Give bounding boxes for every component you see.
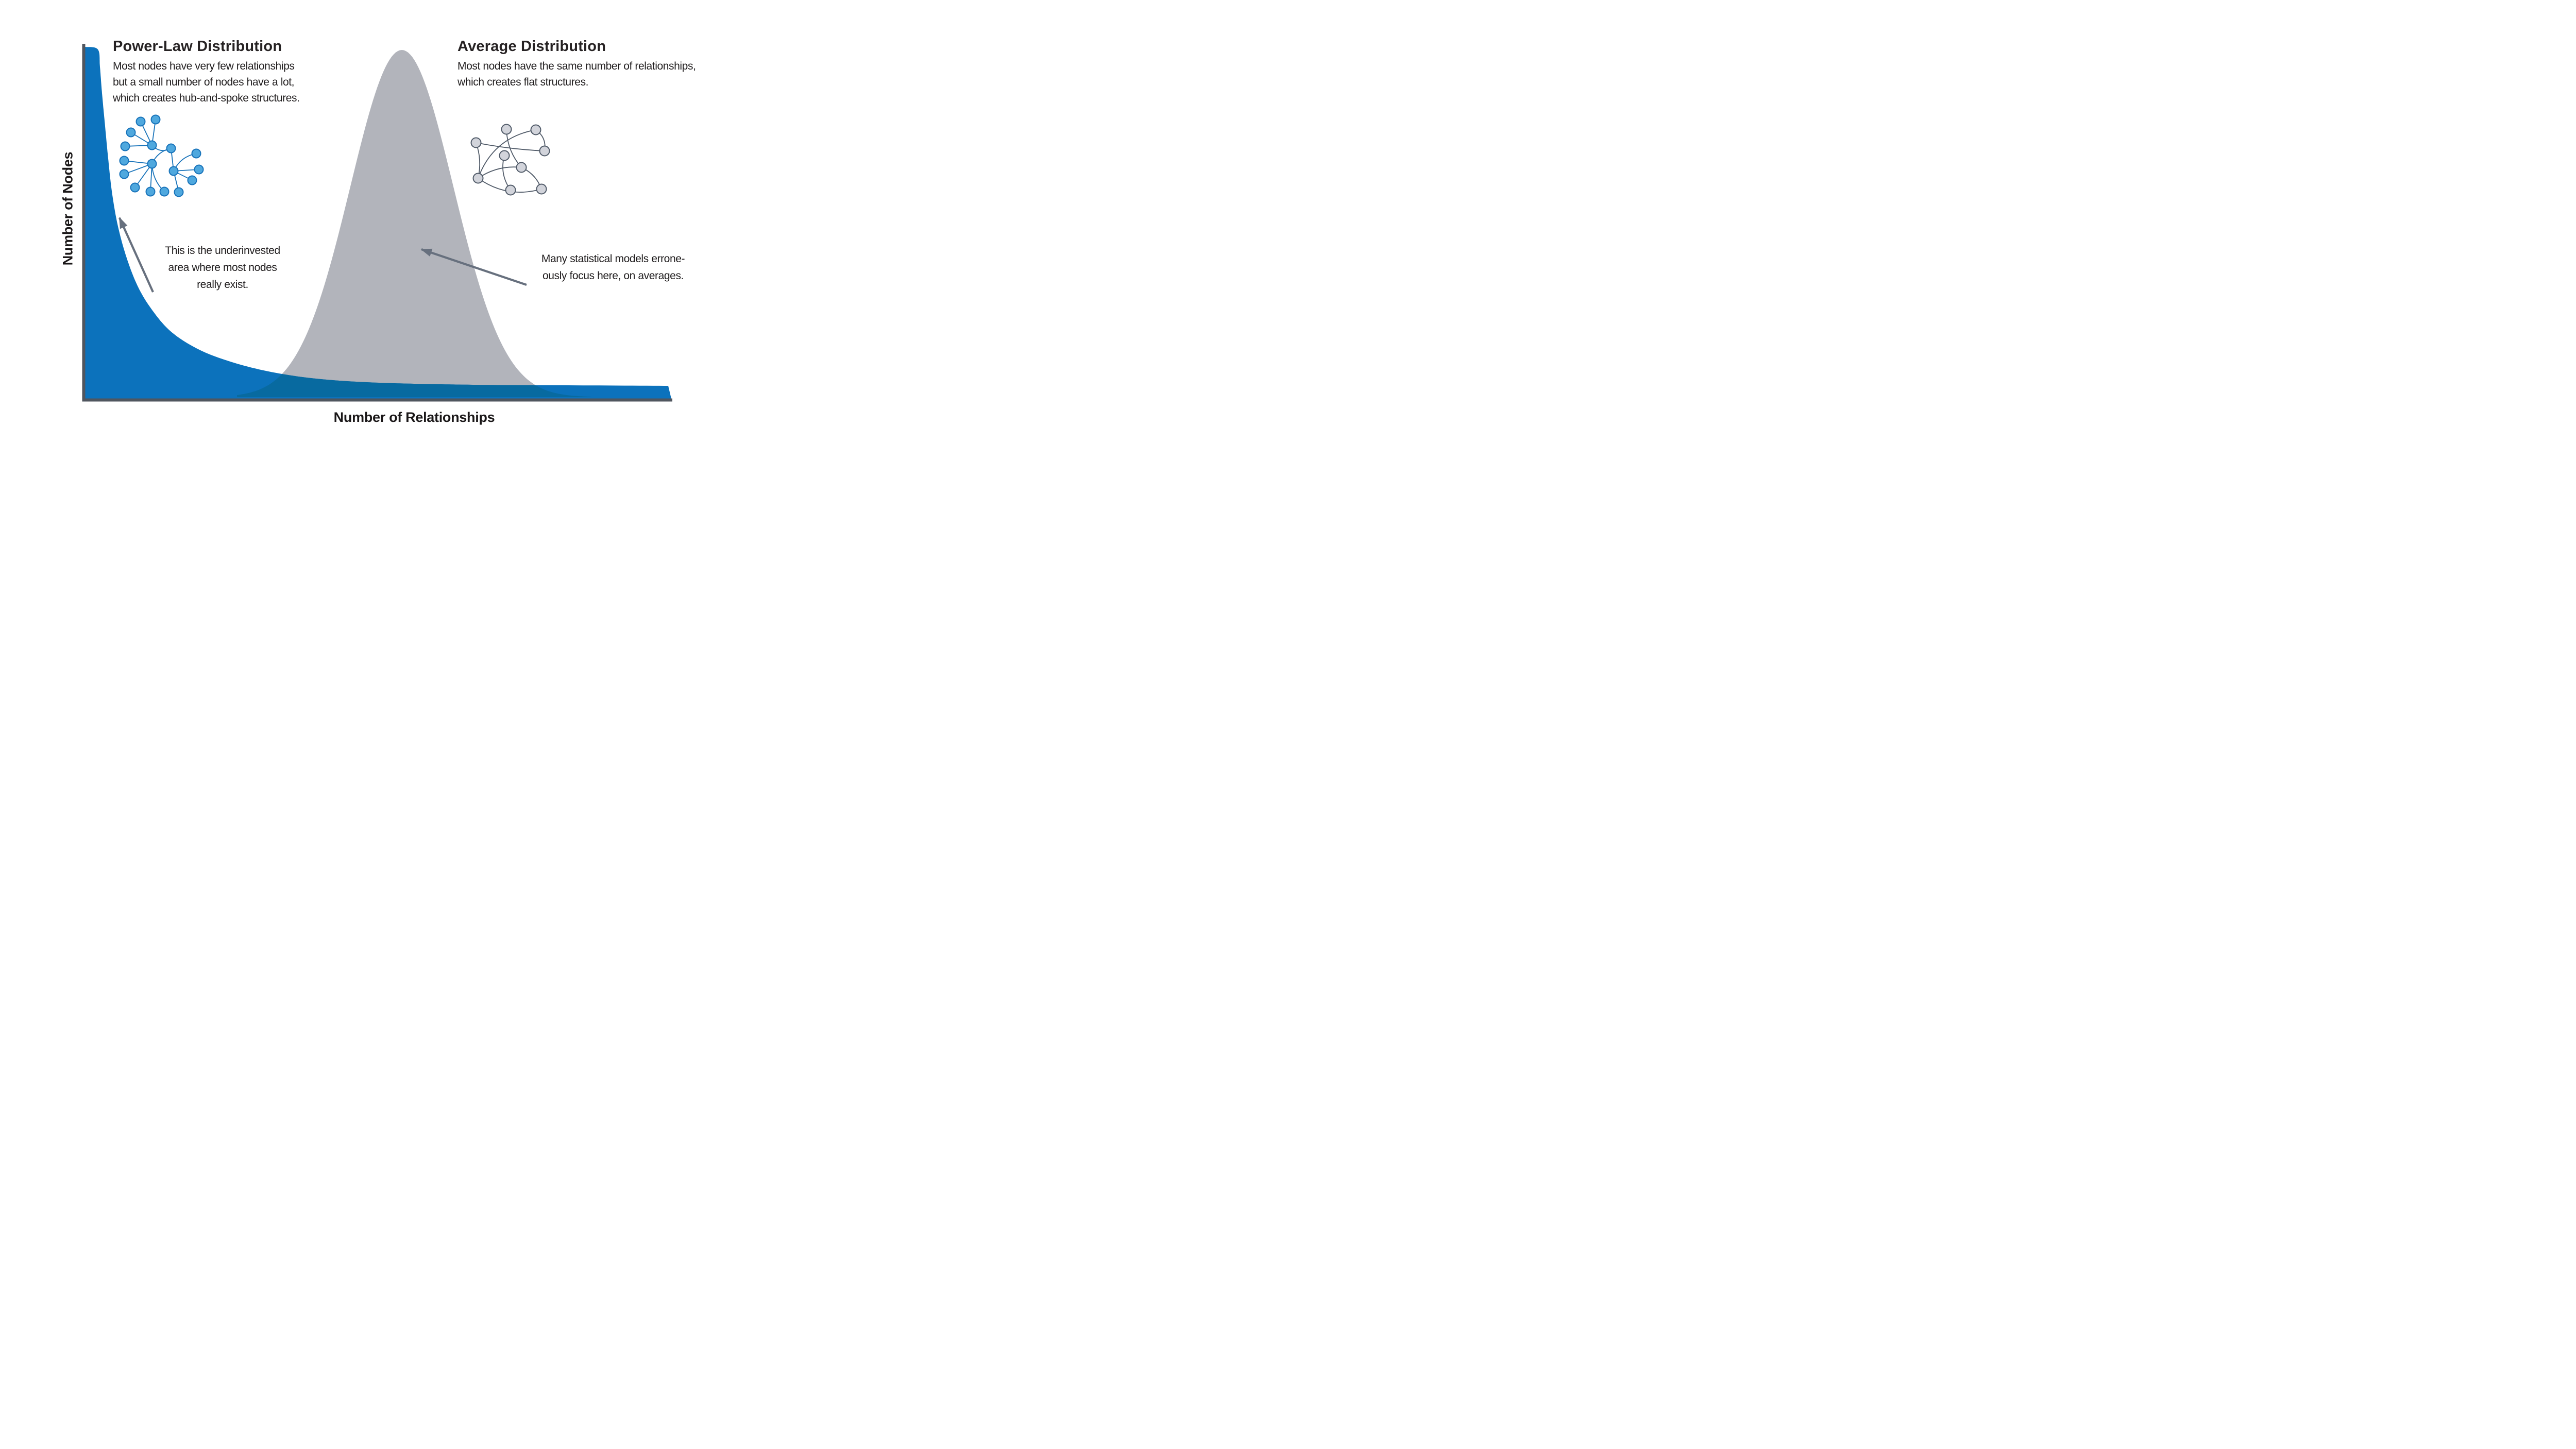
network-node — [168, 166, 179, 176]
flat-network-icon — [470, 124, 550, 196]
text-line: ously focus here, on averages. — [542, 270, 684, 282]
network-node — [191, 148, 201, 159]
y-axis-line — [82, 44, 86, 402]
network-node — [194, 164, 204, 175]
network-node — [130, 182, 140, 193]
text-line: Most nodes have very few relationships — [113, 60, 295, 72]
network-node — [530, 124, 541, 135]
network-node — [119, 156, 129, 166]
network-node — [166, 143, 176, 154]
y-axis-label: Number of Nodes — [60, 151, 76, 266]
average-distribution-area — [237, 50, 591, 397]
average-description: Most nodes have the same number of relat… — [457, 58, 696, 90]
power-law-title: Power-Law Distribution — [113, 38, 282, 55]
network-edge — [478, 166, 522, 179]
text-line: area where most nodes — [168, 262, 277, 274]
text-line: Many statistical models errone- — [541, 253, 685, 265]
network-node — [159, 186, 170, 197]
network-node — [499, 150, 510, 161]
x-axis-line — [82, 398, 672, 402]
x-axis-label: Number of Relationships — [333, 410, 495, 425]
network-node — [120, 141, 130, 151]
power-law-description: Most nodes have very few relationships b… — [113, 58, 300, 106]
network-node — [150, 114, 161, 125]
network-node — [147, 140, 157, 150]
underinvested-annotation: This is the underinvested area where mos… — [161, 242, 284, 293]
hub-and-spoke-network-icon — [119, 114, 204, 197]
network-node — [174, 187, 184, 197]
average-title: Average Distribution — [457, 38, 606, 55]
network-node — [536, 183, 547, 195]
network-node — [470, 137, 482, 148]
averages-annotation: Many statistical models errone- ously fo… — [532, 250, 694, 284]
network-edge — [478, 129, 536, 179]
network-node — [516, 162, 527, 173]
annotation-arrow-right — [420, 248, 527, 286]
network-node — [119, 169, 129, 179]
text-line: really exist. — [197, 279, 248, 291]
network-node — [539, 145, 550, 157]
power-law-area — [85, 47, 671, 399]
network-node — [147, 159, 157, 169]
overlap-area — [237, 374, 591, 397]
network-node — [145, 186, 156, 197]
text-line: which creates flat structures. — [457, 76, 589, 88]
network-node — [501, 124, 512, 135]
text-line: Most nodes have the same number of relat… — [457, 60, 696, 72]
network-node — [135, 116, 146, 127]
text-line: This is the underinvested — [165, 245, 280, 257]
text-line: but a small number of nodes have a lot, — [113, 76, 295, 88]
infographic-canvas: Power-Law Distribution Most nodes have v… — [0, 0, 789, 444]
network-node — [472, 173, 484, 184]
distribution-chart — [82, 44, 672, 402]
text-line: which creates hub-and-spoke structures. — [113, 92, 300, 104]
network-node — [187, 175, 197, 185]
network-node — [126, 127, 136, 138]
network-node — [505, 184, 516, 196]
annotation-arrow-left — [118, 217, 154, 293]
network-edge — [476, 142, 545, 151]
